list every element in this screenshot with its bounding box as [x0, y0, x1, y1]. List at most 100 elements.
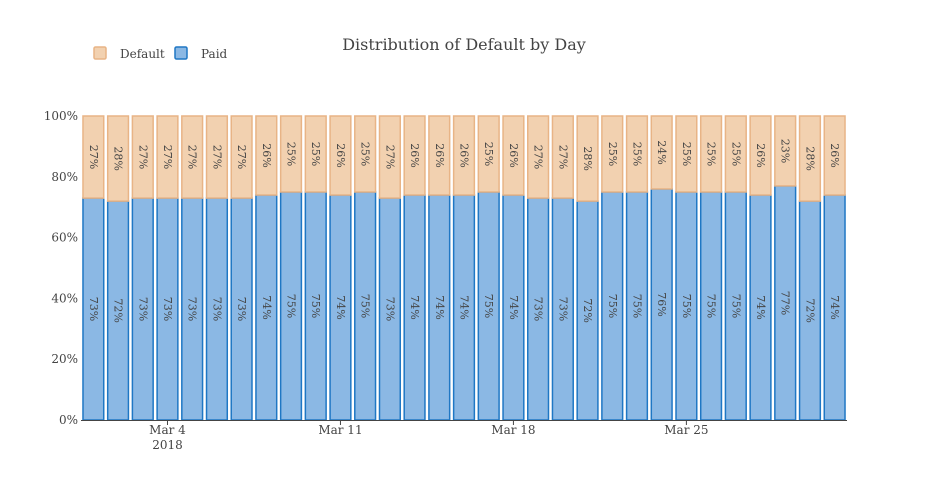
paid-bar-label: 74%: [458, 295, 471, 319]
default-bar: [823, 115, 846, 196]
default-bar: [428, 115, 451, 196]
legend-item-default[interactable]: Default: [93, 46, 165, 61]
paid-bar-label: 74%: [507, 295, 520, 319]
default-bar: [601, 115, 624, 193]
default-bar: [527, 115, 550, 199]
paid-bar-label: 74%: [754, 295, 767, 319]
default-bar: [774, 115, 797, 187]
default-bar: [230, 115, 253, 199]
paid-bar-label: 74%: [828, 295, 841, 319]
paid-bar-label: 74%: [433, 295, 446, 319]
default-bar: [749, 115, 772, 196]
default-bar: [279, 115, 303, 193]
default-bar: [798, 115, 822, 202]
paid-bar-label: 73%: [556, 297, 569, 321]
default-bar-label: 25%: [680, 142, 693, 166]
paid-bar-label: 75%: [359, 294, 372, 318]
default-bar-label: 26%: [408, 143, 421, 167]
default-bar-label: 27%: [136, 145, 149, 169]
default-bar-label: 25%: [309, 142, 322, 166]
legend-label: Paid: [201, 47, 228, 61]
paid-bar-label: 73%: [161, 297, 174, 321]
default-bar-label: 27%: [556, 145, 569, 169]
paid-bar-label: 73%: [235, 297, 248, 321]
y-tick-label: 80%: [51, 170, 78, 184]
legend[interactable]: Default Paid: [93, 46, 228, 61]
default-bar-label: 26%: [458, 143, 471, 167]
paid-bar-label: 75%: [482, 294, 495, 318]
default-bar-label: 25%: [606, 142, 619, 166]
paid-bar-label: 75%: [606, 294, 619, 318]
default-bar-label: 25%: [705, 142, 718, 166]
paid-bar-label: 75%: [309, 294, 322, 318]
y-tick-label: 0%: [59, 413, 78, 427]
default-bar-label: 27%: [87, 145, 100, 169]
paid-bar-label: 73%: [210, 297, 223, 321]
paid-bar-label: 73%: [136, 297, 149, 321]
default-bar-label: 27%: [532, 145, 545, 169]
default-bar: [304, 115, 327, 193]
paid-bar-label: 75%: [680, 294, 693, 318]
default-bar: [551, 115, 574, 199]
default-bar: [156, 115, 179, 199]
default-bar: [452, 115, 476, 196]
default-bar-label: 26%: [828, 143, 841, 167]
default-bar-label: 24%: [655, 140, 668, 164]
paid-bar-label: 73%: [383, 297, 396, 321]
legend-swatch: [93, 46, 107, 60]
default-bar: [205, 115, 229, 199]
legend-label: Default: [120, 47, 165, 61]
default-bar-label: 25%: [285, 142, 298, 166]
paid-bar-label: 74%: [408, 295, 421, 319]
paid-bar-label: 72%: [803, 298, 816, 322]
default-bar: [378, 115, 401, 199]
default-bar: [82, 115, 105, 199]
legend-swatch: [174, 46, 188, 60]
default-bar: [576, 115, 599, 202]
paid-bar-label: 73%: [532, 297, 545, 321]
x-tick-sublabel: 2018: [152, 438, 183, 452]
paid-bar-label: 75%: [285, 294, 298, 318]
paid-bar-label: 73%: [87, 297, 100, 321]
paid-bar-label: 77%: [779, 291, 792, 315]
paid-bar-label: 72%: [112, 298, 125, 322]
paid-bar-label: 76%: [655, 292, 668, 316]
paid-bar-label: 74%: [334, 295, 347, 319]
paid-bar-label: 74%: [260, 295, 273, 319]
default-bar-label: 25%: [729, 142, 742, 166]
default-bar: [329, 115, 352, 196]
default-bar-label: 26%: [334, 143, 347, 167]
paid-bar-label: 75%: [729, 294, 742, 318]
default-bar: [675, 115, 698, 193]
default-bar: [650, 115, 673, 190]
legend-item-paid[interactable]: Paid: [174, 46, 228, 61]
y-tick-label: 40%: [51, 291, 78, 305]
default-bar-label: 26%: [507, 143, 520, 167]
default-bar: [403, 115, 426, 196]
y-tick-label: 20%: [51, 352, 78, 366]
default-bar: [477, 115, 500, 193]
y-axis: 0% 20% 40% 60% 80% 100%: [44, 109, 78, 427]
default-bar-label: 23%: [779, 139, 792, 163]
paid-bar-label: 75%: [630, 294, 643, 318]
default-bar-label: 25%: [482, 142, 495, 166]
default-bar-label: 26%: [260, 143, 273, 167]
chart-title: Distribution of Default by Day: [342, 35, 586, 54]
default-bar-label: 28%: [112, 146, 125, 170]
default-bar-label: 26%: [433, 143, 446, 167]
default-bar-label: 27%: [161, 145, 174, 169]
default-bar: [255, 115, 278, 196]
y-tick-label: 100%: [44, 109, 78, 123]
x-tick-label: Mar 25: [664, 423, 708, 437]
default-bar-label: 25%: [359, 142, 372, 166]
default-bar: [354, 115, 377, 193]
default-bar: [699, 115, 723, 193]
default-bar-label: 25%: [630, 142, 643, 166]
default-bar-label: 27%: [383, 145, 396, 169]
default-bar: [131, 115, 154, 199]
default-bar-label: 26%: [754, 143, 767, 167]
default-bar: [625, 115, 649, 193]
default-bar-label: 27%: [210, 145, 223, 169]
